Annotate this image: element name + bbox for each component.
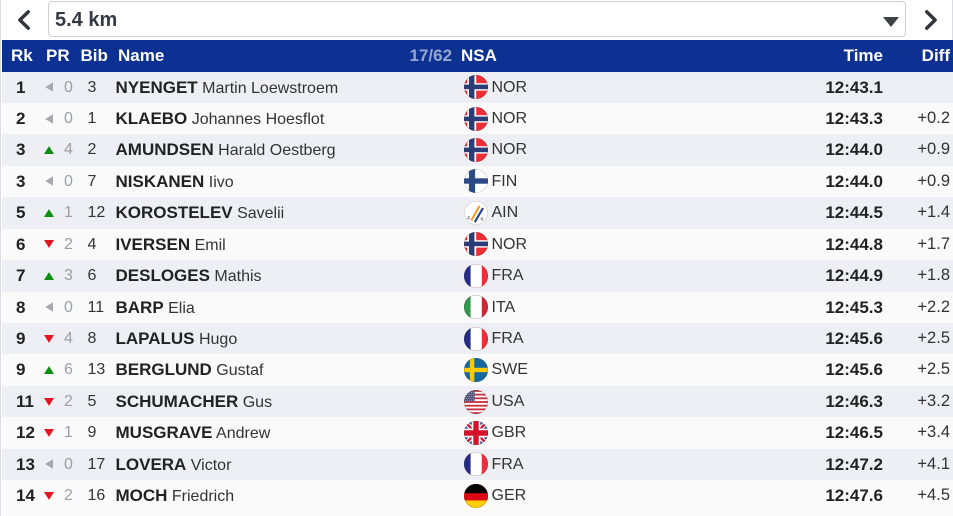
svg-text:F: F — [467, 215, 470, 220]
svg-text:S: S — [480, 216, 483, 221]
